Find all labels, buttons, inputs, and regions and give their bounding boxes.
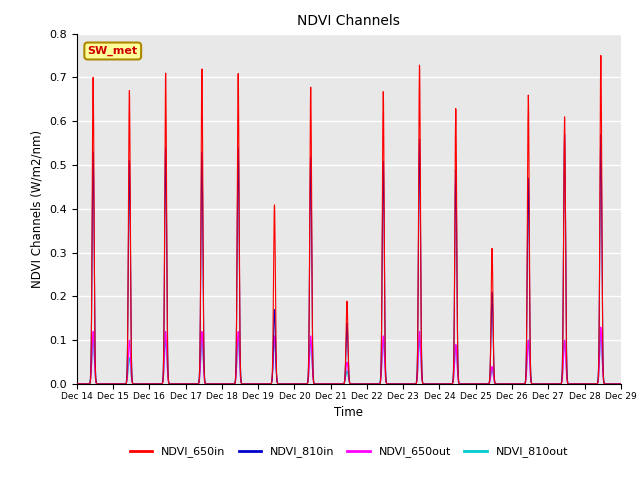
NDVI_650out bbox=[135, 381, 143, 387]
NDVI_650in bbox=[73, 381, 81, 387]
Title: NDVI Channels: NDVI Channels bbox=[298, 14, 400, 28]
NDVI_650in bbox=[597, 53, 605, 59]
NDVI_810in bbox=[617, 381, 625, 387]
NDVI_810in bbox=[73, 381, 81, 387]
NDVI_650in bbox=[135, 381, 143, 387]
NDVI_650in bbox=[282, 381, 289, 387]
NDVI_810out bbox=[597, 333, 605, 339]
Text: SW_met: SW_met bbox=[88, 46, 138, 56]
Line: NDVI_650in: NDVI_650in bbox=[77, 56, 621, 384]
NDVI_810out bbox=[607, 381, 614, 387]
NDVI_810out bbox=[548, 381, 556, 387]
NDVI_810in bbox=[167, 381, 175, 387]
NDVI_810in bbox=[548, 381, 556, 387]
NDVI_810in bbox=[597, 132, 605, 137]
NDVI_810in bbox=[135, 381, 143, 387]
NDVI_650out bbox=[282, 381, 289, 387]
NDVI_650out bbox=[607, 381, 614, 387]
NDVI_650in bbox=[167, 381, 175, 387]
NDVI_650in bbox=[548, 381, 556, 387]
NDVI_810out bbox=[305, 366, 313, 372]
NDVI_650out bbox=[305, 368, 313, 373]
Legend: NDVI_650in, NDVI_810in, NDVI_650out, NDVI_810out: NDVI_650in, NDVI_810in, NDVI_650out, NDV… bbox=[125, 442, 572, 462]
NDVI_810in bbox=[305, 331, 313, 337]
Y-axis label: NDVI Channels (W/m2/nm): NDVI Channels (W/m2/nm) bbox=[31, 130, 44, 288]
NDVI_810out bbox=[135, 381, 143, 387]
NDVI_650out bbox=[597, 324, 605, 330]
NDVI_650in bbox=[617, 381, 625, 387]
Line: NDVI_650out: NDVI_650out bbox=[77, 327, 621, 384]
Line: NDVI_810out: NDVI_810out bbox=[77, 336, 621, 384]
NDVI_650in bbox=[305, 334, 313, 339]
NDVI_650out bbox=[73, 381, 81, 387]
NDVI_810in bbox=[282, 381, 289, 387]
Line: NDVI_810in: NDVI_810in bbox=[77, 134, 621, 384]
NDVI_810out bbox=[617, 381, 625, 387]
NDVI_650out bbox=[167, 381, 175, 387]
NDVI_810in bbox=[607, 381, 614, 387]
NDVI_650in bbox=[607, 381, 614, 387]
NDVI_810out bbox=[282, 381, 289, 387]
NDVI_810out bbox=[73, 381, 81, 387]
NDVI_810out bbox=[167, 381, 175, 387]
NDVI_650out bbox=[548, 381, 556, 387]
X-axis label: Time: Time bbox=[334, 406, 364, 419]
NDVI_650out bbox=[617, 381, 625, 387]
